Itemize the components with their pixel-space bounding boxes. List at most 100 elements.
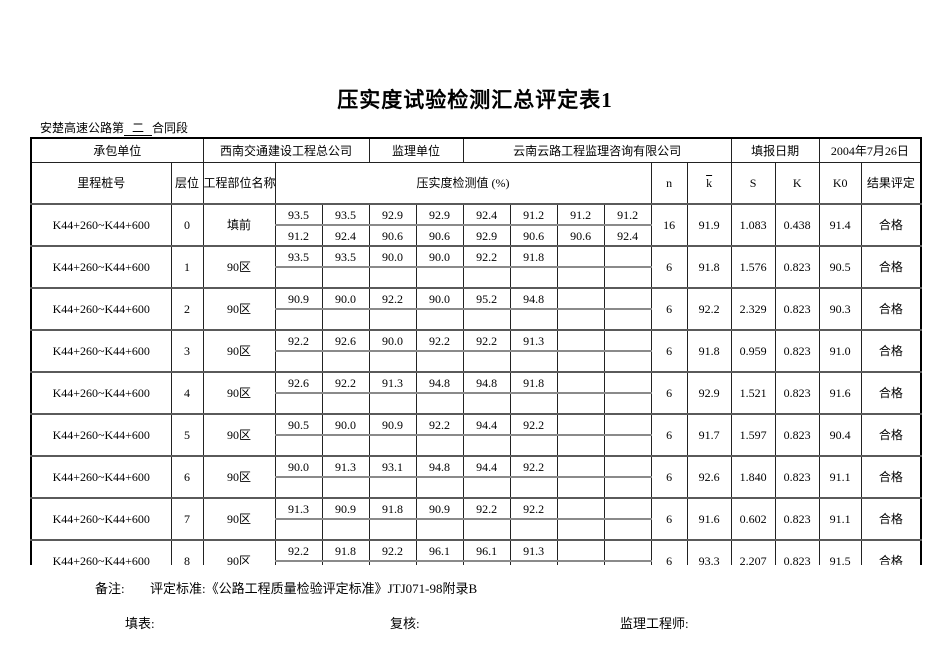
k0-cell: 91.4: [818, 203, 862, 247]
info-row: 承包单位 西南交通建设工程总公司 监理单位 云南云路工程监理咨询有限公司 填报日…: [30, 137, 922, 163]
value-cell: [415, 434, 464, 457]
value-cell: [368, 392, 417, 415]
table-row: K44+260~K44+600 4 90区 92.6 92.2 91.3 94.…: [30, 371, 922, 415]
kbar-cell: 91.8: [686, 329, 732, 373]
k-cell: 0.823: [774, 455, 820, 499]
value-cell: 92.4: [321, 224, 370, 247]
value-cell: [321, 308, 370, 331]
value-cell: [462, 308, 511, 331]
value-cell: [509, 560, 558, 565]
value-cell: [603, 350, 652, 373]
value-cell: 92.2: [462, 245, 511, 268]
value-cell: [556, 245, 605, 268]
review-by-label: 复核:: [390, 616, 420, 631]
value-cell: [603, 413, 652, 436]
value-cell: 90.0: [415, 245, 464, 268]
layer-cell: 3: [170, 329, 204, 373]
value-cell: [603, 266, 652, 289]
value-cell: 91.8: [321, 539, 370, 562]
summary-table-container: 承包单位 西南交通建设工程总公司 监理单位 云南云路工程监理咨询有限公司 填报日…: [30, 137, 922, 565]
k0-cell: 90.4: [818, 413, 862, 457]
kbar-cell: 91.7: [686, 413, 732, 457]
value-cell: [274, 392, 323, 415]
data-rows: 承包单位 西南交通建设工程总公司 监理单位 云南云路工程监理咨询有限公司 填报日…: [30, 137, 922, 565]
result-cell: 合格: [860, 203, 922, 247]
value-cell: 90.0: [321, 413, 370, 436]
value-cell: [321, 434, 370, 457]
value-cell: [556, 455, 605, 478]
value-cell: [556, 266, 605, 289]
stake-cell: K44+260~K44+600: [30, 497, 172, 541]
layer-cell: 6: [170, 455, 204, 499]
col-header-kbar: k: [686, 162, 732, 205]
stake-cell: K44+260~K44+600: [30, 371, 172, 415]
table-row-second-line: [31, 308, 921, 331]
kbar-cell: 92.6: [686, 455, 732, 499]
value-cell: [603, 455, 652, 478]
value-cell: [556, 497, 605, 520]
value-cell: 92.2: [368, 539, 417, 562]
part-cell: 90区: [202, 245, 276, 289]
value-cell: 90.0: [368, 245, 417, 268]
value-cell: 94.8: [415, 455, 464, 478]
summary-table: 承包单位 西南交通建设工程总公司 监理单位 云南云路工程监理咨询有限公司 填报日…: [30, 137, 922, 565]
value-cell: [556, 392, 605, 415]
value-cell: [603, 245, 652, 268]
layer-cell: 4: [170, 371, 204, 415]
stake-cell: K44+260~K44+600: [30, 245, 172, 289]
value-cell: 92.2: [509, 413, 558, 436]
result-cell: 合格: [860, 455, 922, 499]
s-cell: 2.329: [730, 287, 776, 331]
value-cell: [509, 392, 558, 415]
s-cell: 1.521: [730, 371, 776, 415]
kbar-cell: 93.3: [686, 539, 732, 565]
value-cell: 90.9: [368, 413, 417, 436]
value-cell: 91.8: [509, 245, 558, 268]
table-row: K44+260~K44+600 6 90区 90.0 91.3 93.1 94.…: [30, 455, 922, 499]
value-cell: [509, 434, 558, 457]
value-cell: 94.4: [462, 413, 511, 436]
value-cell: 92.4: [603, 224, 652, 247]
value-cell: [509, 518, 558, 541]
value-cell: 92.2: [509, 455, 558, 478]
supervisor-value: 云南云路工程监理咨询有限公司: [462, 137, 732, 163]
value-cell: [556, 308, 605, 331]
part-cell: 90区: [202, 287, 276, 331]
layer-cell: 2: [170, 287, 204, 331]
value-cell: [368, 266, 417, 289]
result-cell: 合格: [860, 413, 922, 457]
k0-cell: 91.1: [818, 455, 862, 499]
value-cell: [462, 518, 511, 541]
k-cell: 0.823: [774, 413, 820, 457]
col-header-n: n: [650, 162, 688, 205]
part-cell: 90区: [202, 329, 276, 373]
kbar-cell: 92.9: [686, 371, 732, 415]
value-cell: 92.2: [274, 329, 323, 352]
k0-cell: 90.5: [818, 245, 862, 289]
part-cell: 90区: [202, 413, 276, 457]
value-cell: 90.9: [321, 497, 370, 520]
value-cell: 91.2: [509, 203, 558, 226]
value-cell: [603, 329, 652, 352]
value-cell: 91.2: [556, 203, 605, 226]
part-cell: 90区: [202, 371, 276, 415]
value-cell: 91.8: [509, 371, 558, 394]
project-suffix: 合同段: [152, 121, 189, 135]
table-row-second-line: [31, 476, 921, 499]
value-cell: [462, 434, 511, 457]
k-cell: 0.823: [774, 245, 820, 289]
value-cell: [556, 539, 605, 562]
layer-cell: 7: [170, 497, 204, 541]
k0-cell: 91.1: [818, 497, 862, 541]
table-row: K44+260~K44+600 1 90区 93.5 93.5 90.0 90.…: [30, 245, 922, 289]
value-cell: [274, 518, 323, 541]
value-cell: [415, 518, 464, 541]
table-row: K44+260~K44+600 8 90区 92.2 91.8 92.2 96.…: [30, 539, 922, 565]
value-cell: [415, 308, 464, 331]
k0-cell: 91.5: [818, 539, 862, 565]
value-cell: 91.3: [368, 371, 417, 394]
value-cell: [321, 266, 370, 289]
result-cell: 合格: [860, 539, 922, 565]
stake-cell: K44+260~K44+600: [30, 287, 172, 331]
contractor-label: 承包单位: [30, 137, 204, 163]
